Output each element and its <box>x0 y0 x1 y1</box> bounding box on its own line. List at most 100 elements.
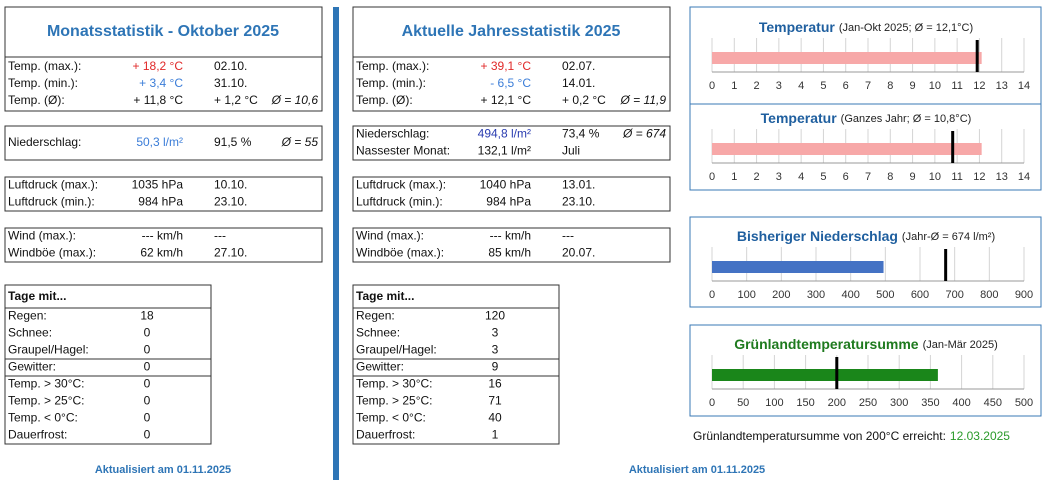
cell: + 12,1 °C <box>481 93 532 107</box>
day-count: 3 <box>492 343 499 357</box>
cell: Temp. (Ø): <box>356 93 413 107</box>
x-tick-label: 8 <box>887 80 893 92</box>
chart-title-main: Grünlandtemperatursumme <box>734 336 919 352</box>
chart-title: Grünlandtemperatursumme (Jan-Mär 2025) <box>734 336 998 352</box>
cell: Wind (max.): <box>356 229 424 243</box>
day-count: 71 <box>488 394 502 408</box>
day-label: Regen: <box>356 309 395 323</box>
cell: 13.01. <box>562 178 595 192</box>
x-tick-label: 9 <box>910 80 916 92</box>
x-tick-label: 14 <box>1018 171 1030 183</box>
cell: --- km/h <box>490 229 531 243</box>
cell: 73,4 % <box>562 127 600 141</box>
day-count: 120 <box>485 309 505 323</box>
chart-title: Bisheriger Niederschlag (Jahr-Ø = 674 l/m… <box>737 228 995 244</box>
x-tick-label: 7 <box>865 171 871 183</box>
cell: Luftdruck (max.): <box>8 178 98 192</box>
day-label: Temp. < 0°C: <box>8 411 78 425</box>
cell: Niederschlag: <box>8 135 81 149</box>
day-count: 40 <box>488 411 502 425</box>
x-tick-label: 1 <box>731 80 737 92</box>
cell: + 1,2 °C <box>214 93 258 107</box>
chart-title-main: Temperatur <box>759 19 836 35</box>
box <box>4 284 212 445</box>
cell: --- <box>214 229 226 243</box>
cell: 91,5 % <box>214 135 252 149</box>
bar <box>712 261 884 273</box>
chart-subtitle: (Jan-Mär 2025) <box>923 339 998 351</box>
cell: Windböe (max.): <box>356 246 444 260</box>
day-label: Gewitter: <box>356 360 404 374</box>
x-tick-label: 10 <box>929 80 941 92</box>
x-tick-label: 6 <box>843 171 849 183</box>
cell: Ø = 674 <box>622 127 666 141</box>
divider <box>333 7 339 480</box>
x-tick-label: 2 <box>754 171 760 183</box>
cell: 23.10. <box>562 195 595 209</box>
x-tick-label: 13 <box>996 171 1008 183</box>
day-label: Regen: <box>8 309 47 323</box>
x-tick-label: 6 <box>843 80 849 92</box>
day-count: 0 <box>144 377 151 391</box>
chart-title-main: Bisheriger Niederschlag <box>737 228 898 244</box>
updated: Aktualisiert am 01.11.2025 <box>629 464 765 476</box>
cell: 23.10. <box>214 195 247 209</box>
day-label: Temp. < 0°C: <box>356 411 426 425</box>
chart-title: Temperatur (Ganzes Jahr; Ø = 10,8°C) <box>761 110 972 126</box>
day-count: 0 <box>144 360 151 374</box>
note-text: Grünlandtemperatursumme von 200°C erreic… <box>693 429 946 443</box>
x-tick-label: 0 <box>709 171 715 183</box>
day-label: Schnee: <box>8 326 52 340</box>
x-tick-label: 150 <box>796 397 814 409</box>
cell: Temp. (min.): <box>8 76 78 90</box>
cell: Nassester Monat: <box>356 144 450 158</box>
x-tick-label: 200 <box>828 397 846 409</box>
day-label: Temp. > 30°C: <box>356 377 433 391</box>
cell: Windböe (max.): <box>8 246 96 260</box>
x-tick-label: 0 <box>709 397 715 409</box>
cell: Luftdruck (min.): <box>356 195 443 209</box>
day-count: 0 <box>144 343 151 357</box>
day-label: Temp. > 25°C: <box>8 394 85 408</box>
days-header: Tage mit... <box>356 289 414 303</box>
cell: 27.10. <box>214 246 247 260</box>
x-tick-label: 7 <box>865 80 871 92</box>
x-tick-label: 900 <box>1015 289 1033 301</box>
cell: 984 hPa <box>486 195 531 209</box>
cell: Ø = 10,6 <box>271 93 319 107</box>
x-tick-label: 500 <box>1015 397 1033 409</box>
cell: 02.10. <box>214 59 247 73</box>
box <box>4 125 323 161</box>
bar <box>712 143 982 155</box>
x-tick-label: 12 <box>973 80 985 92</box>
cell: 984 hPa <box>138 195 183 209</box>
x-tick-label: 300 <box>807 289 825 301</box>
cell: 1040 hPa <box>480 178 532 192</box>
x-tick-label: 9 <box>910 171 916 183</box>
bar <box>712 52 982 64</box>
cell: Luftdruck (min.): <box>8 195 95 209</box>
x-tick-label: 11 <box>951 171 962 183</box>
days-header: Tage mit... <box>8 289 66 303</box>
note-date: 12.03.2025 <box>950 429 1010 443</box>
box <box>352 284 560 445</box>
cell: 10.10. <box>214 178 247 192</box>
x-tick-label: 5 <box>820 171 826 183</box>
x-tick-label: 10 <box>929 171 941 183</box>
note: Grünlandtemperatursumme von 200°C erreic… <box>693 429 1010 443</box>
box <box>4 227 323 263</box>
x-tick-label: 100 <box>765 397 783 409</box>
x-tick-label: 400 <box>841 289 859 301</box>
x-tick-label: 4 <box>798 80 804 92</box>
cell: Wind (max.): <box>8 229 76 243</box>
box <box>689 216 1042 308</box>
day-label: Dauerfrost: <box>356 428 415 442</box>
x-tick-label: 500 <box>876 289 894 301</box>
cell: Niederschlag: <box>356 127 429 141</box>
cell: 31.10. <box>214 76 247 90</box>
cell: 85 km/h <box>488 246 531 260</box>
cell: + 18,2 °C <box>133 59 184 73</box>
x-tick-label: 100 <box>737 289 755 301</box>
x-tick-label: 50 <box>737 397 749 409</box>
x-tick-label: 200 <box>772 289 790 301</box>
